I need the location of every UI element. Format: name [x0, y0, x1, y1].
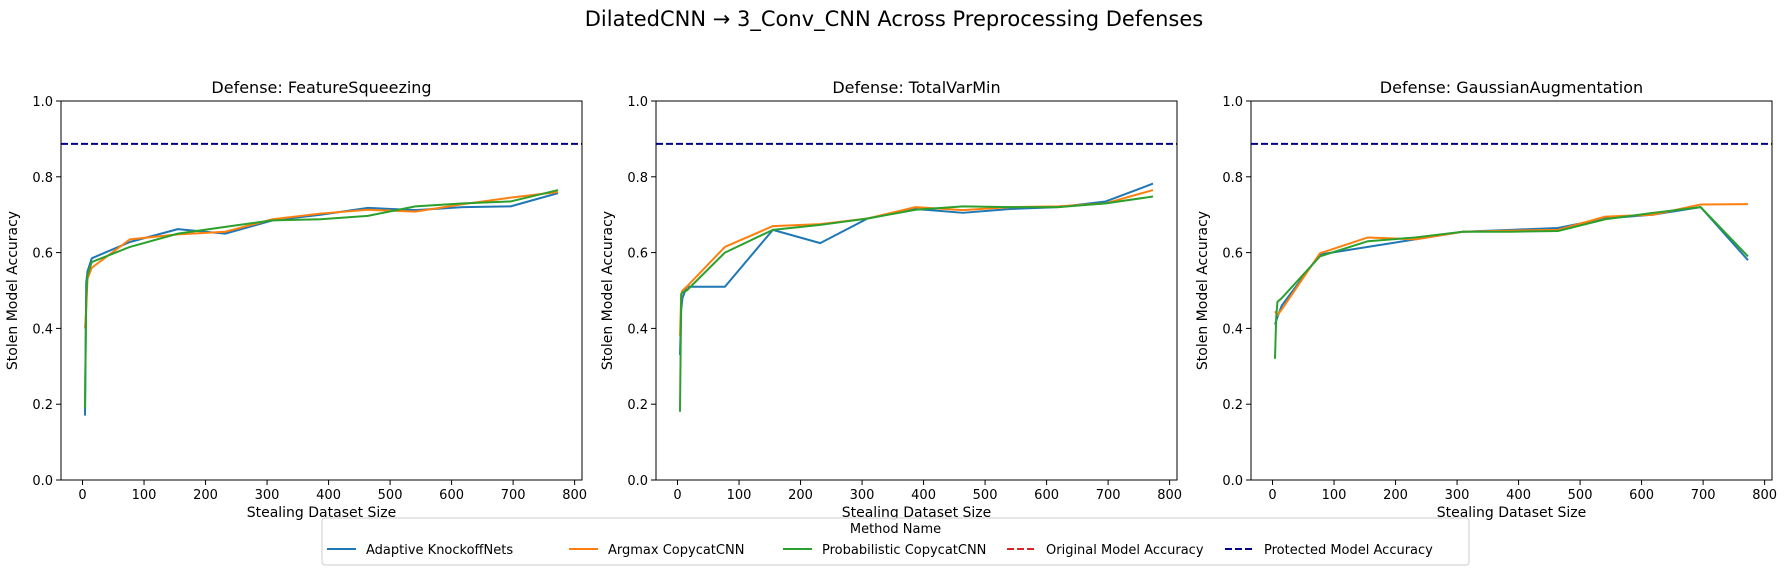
x-tick-label: 100	[132, 488, 157, 503]
plot-area	[656, 142, 1177, 412]
x-tick-label: 700	[1096, 488, 1121, 503]
y-tick-label: 0.0	[627, 474, 648, 489]
x-tick-label: 500	[1568, 488, 1593, 503]
x-tick-label: 200	[1383, 488, 1408, 503]
panel-title: Defense: GaussianAugmentation	[1380, 78, 1643, 97]
x-tick-label: 700	[1691, 488, 1716, 503]
y-tick-label: 1.0	[627, 95, 648, 110]
chart-panel-2: Defense: TotalVarMin 0 100 200 300 400 500 600 7…	[600, 78, 1182, 521]
x-tick-label: 300	[1445, 488, 1470, 503]
legend-title: Method Name	[850, 522, 941, 537]
x-axis-label: Stealing Dataset Size	[247, 505, 397, 521]
y-tick-label: 0.2	[627, 398, 648, 413]
x-tick-label: 0	[1268, 488, 1276, 503]
y-tick-label: 0.2	[32, 398, 53, 413]
y-tick-label: 0.6	[1222, 247, 1243, 262]
axes-frame	[1250, 100, 1773, 481]
x-tick-label: 600	[1034, 488, 1059, 503]
legend-entry-adaptive-knockoffnets: Adaptive KnockoffNets	[327, 543, 513, 558]
y-tick-label: 0.8	[627, 171, 648, 186]
legend-frame	[321, 517, 1470, 566]
series-line-argmax-copycatcnn	[678, 189, 1154, 337]
legend-label: Protected Model Accuracy	[1264, 543, 1433, 558]
y-axis-label: Stolen Model Accuracy	[5, 211, 21, 370]
x-tick-label: 100	[727, 488, 752, 503]
chart-panel-3: Defense: GaussianAugmentation 0 100 200 300 4…	[1195, 78, 1777, 521]
chart-panel-1: Defense: FeatureSqueezing 0 100 200 300 400 50…	[5, 78, 587, 521]
y-tick-label: 0.8	[1222, 171, 1243, 186]
x-tick-label: 400	[1506, 488, 1531, 503]
y-tick-label: 0.0	[1222, 474, 1243, 489]
y-tick-label: 0.0	[32, 474, 53, 489]
panel-title: Defense: FeatureSqueezing	[211, 78, 431, 97]
legend: Method Name Adaptive KnockoffNets Argmax C…	[321, 517, 1470, 566]
legend-entry-probabilistic-copycatcnn: Probabilistic CopycatCNN	[783, 543, 986, 558]
y-tick-label: 1.0	[32, 95, 53, 110]
x-tick-label: 400	[316, 488, 341, 503]
x-axis-label: Stealing Dataset Size	[1437, 505, 1587, 521]
x-tick-label: 100	[1322, 488, 1347, 503]
x-tick-label: 200	[788, 488, 813, 503]
x-tick-label: 600	[1629, 488, 1654, 503]
y-tick-label: 0.8	[32, 171, 53, 186]
series-line-probabilistic-copycatcnn	[83, 189, 559, 409]
series-line-probabilistic-copycatcnn	[678, 195, 1154, 412]
axes-frame	[60, 100, 583, 481]
legend-entry-argmax-copycatcnn: Argmax CopycatCNN	[569, 543, 744, 558]
y-axis-label: Stolen Model Accuracy	[1195, 211, 1211, 370]
series-line-probabilistic-copycatcnn	[1273, 206, 1749, 359]
y-tick-label: 0.4	[1222, 322, 1243, 337]
y-tick-label: 1.0	[1222, 95, 1243, 110]
legend-label: Adaptive KnockoffNets	[366, 543, 513, 558]
plot-area	[1251, 142, 1772, 359]
x-tick-label: 300	[255, 488, 280, 503]
x-tick-label: 800	[1157, 488, 1182, 503]
x-tick-label: 800	[562, 488, 587, 503]
series-line-adaptive-knockoffnets	[83, 192, 559, 416]
axes-frame	[655, 100, 1178, 481]
legend-entry-original-model-accuracy: Original Model Accuracy	[1007, 543, 1204, 558]
y-tick-label: 0.4	[627, 322, 648, 337]
x-tick-label: 0	[673, 488, 681, 503]
plot-area	[61, 142, 582, 416]
y-tick-label: 0.4	[32, 322, 53, 337]
x-tick-label: 300	[850, 488, 875, 503]
figure-suptitle: DilatedCNN → 3_Conv_CNN Across Preproces…	[585, 7, 1203, 32]
x-tick-label: 200	[193, 488, 218, 503]
series-line-argmax-copycatcnn	[1274, 203, 1749, 317]
x-tick-label: 0	[78, 488, 86, 503]
series-line-adaptive-knockoffnets	[1274, 206, 1749, 325]
series-line-argmax-copycatcnn	[83, 190, 559, 329]
legend-label: Original Model Accuracy	[1046, 543, 1204, 558]
x-tick-label: 500	[378, 488, 403, 503]
chart-panels: Defense: FeatureSqueezing 0 100 200 300 400 50…	[5, 78, 1777, 521]
y-axis-label: Stolen Model Accuracy	[600, 211, 616, 370]
y-tick-label: 0.6	[32, 247, 53, 262]
y-tick-label: 0.2	[1222, 398, 1243, 413]
legend-label: Probabilistic CopycatCNN	[822, 543, 986, 558]
legend-entry-protected-model-accuracy: Protected Model Accuracy	[1225, 543, 1433, 558]
legend-label: Argmax CopycatCNN	[608, 543, 744, 558]
x-tick-label: 500	[973, 488, 998, 503]
x-tick-label: 800	[1752, 488, 1777, 503]
panel-title: Defense: TotalVarMin	[832, 78, 1000, 97]
x-axis-label: Stealing Dataset Size	[842, 505, 992, 521]
x-tick-label: 400	[911, 488, 936, 503]
y-tick-label: 0.6	[627, 247, 648, 262]
x-tick-label: 600	[439, 488, 464, 503]
x-tick-label: 700	[501, 488, 526, 503]
